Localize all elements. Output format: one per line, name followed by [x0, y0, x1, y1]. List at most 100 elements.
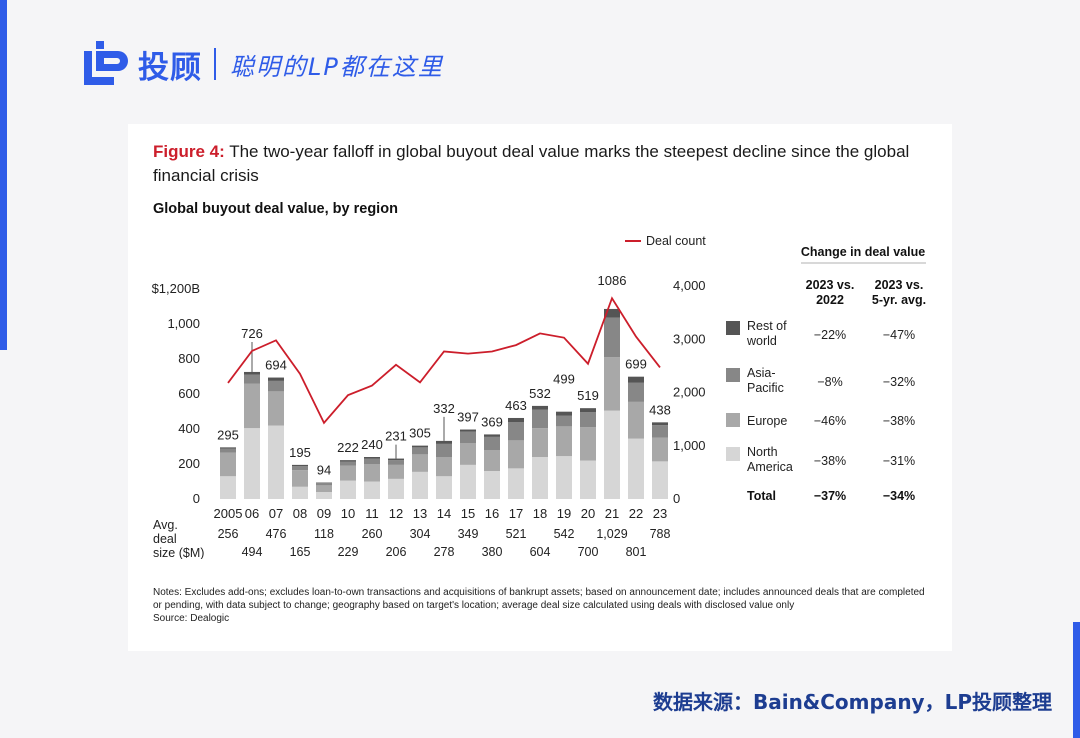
bar-segment-rest-of-world	[316, 482, 332, 484]
bar-total-label: 438	[649, 402, 671, 417]
legend-label: Rest of	[747, 319, 787, 333]
bar-total-label: 240	[361, 437, 383, 452]
bar-segment-europe	[652, 437, 668, 462]
change-table-col1-header: 2022	[816, 293, 844, 307]
bar-total-label: 499	[553, 372, 575, 387]
change-value-vs-5yr: −38%	[883, 414, 915, 428]
y-axis-tick-label: 1,000	[167, 316, 200, 331]
x-axis-tick-label: 11	[365, 506, 379, 521]
bar-segment-north-america	[412, 471, 428, 499]
legend-swatch-europe	[726, 413, 740, 427]
bar-segment-europe	[532, 428, 548, 457]
bar-segment-europe	[556, 426, 572, 457]
avg-deal-size-value: 476	[266, 527, 287, 541]
bar-segment-europe	[388, 464, 404, 479]
bar-segment-europe	[364, 464, 380, 482]
bar-segment-rest-of-world	[388, 458, 404, 461]
x-axis-tick-label: 2005	[214, 506, 243, 521]
bar-segment-rest-of-world	[244, 371, 260, 375]
y2-axis-tick-label: 1,000	[673, 438, 706, 453]
total-change-vs-2022: −37%	[814, 489, 846, 503]
legend-label: America	[747, 460, 793, 474]
x-axis-tick-label: 06	[245, 506, 259, 521]
bar-segment-north-america	[388, 478, 404, 499]
bar-segment-rest-of-world	[484, 434, 500, 437]
x-axis-tick-label: 07	[269, 506, 283, 521]
bar-segment-north-america	[652, 461, 668, 499]
brand-header: 投顾 聪明的LP都在这里	[84, 40, 444, 88]
avg-deal-size-value: 118	[314, 527, 334, 541]
chart-notes: Notes: Excludes add-ons; excludes loan-t…	[153, 586, 933, 625]
bar-segment-north-america	[460, 464, 476, 499]
deal-count-legend-label: Deal count	[646, 234, 706, 248]
bar-segment-rest-of-world	[460, 429, 476, 432]
x-axis-tick-label: 20	[581, 506, 595, 521]
figure-label: Figure 4:	[153, 142, 225, 161]
data-source-footer: 数据来源：Bain&Company，LP投顾整理	[652, 690, 1052, 714]
bar-segment-asia-pacific	[556, 415, 572, 427]
bar-segment-asia-pacific	[580, 412, 596, 428]
bar-segment-asia-pacific	[652, 425, 668, 438]
avg-deal-size-value: 604	[530, 545, 551, 559]
avg-deal-size-value: 256	[218, 527, 239, 541]
bar-segment-asia-pacific	[244, 374, 260, 384]
avg-deal-size-value: 521	[506, 527, 527, 541]
change-value-vs-5yr: −31%	[883, 454, 915, 468]
change-table-col2-header: 5-yr. avg.	[872, 293, 926, 307]
x-axis-tick-label: 08	[293, 506, 307, 521]
total-change-vs-5yr: −34%	[883, 489, 915, 503]
bar-segment-asia-pacific	[532, 409, 548, 429]
avg-deal-size-value: 206	[386, 545, 407, 559]
legend-swatch-rest-of-world	[726, 321, 740, 335]
bar-total-label: 369	[481, 414, 503, 429]
bar-segment-north-america	[604, 410, 620, 499]
x-axis-tick-label: 14	[437, 506, 451, 521]
x-axis-tick-label: 12	[389, 506, 403, 521]
brand-separator	[214, 48, 216, 80]
y-axis-tick-label: 800	[178, 351, 200, 366]
bar-segment-europe	[436, 457, 452, 477]
bar-segment-rest-of-world	[580, 408, 596, 413]
bar-segment-asia-pacific	[388, 460, 404, 465]
bar-segment-asia-pacific	[316, 483, 332, 486]
bar-segment-rest-of-world	[220, 447, 236, 449]
y-axis-tick-label: $1,200B	[152, 281, 200, 296]
x-axis-tick-label: 19	[557, 506, 571, 521]
x-axis-tick-label: 17	[509, 506, 523, 521]
bar-total-label: 305	[409, 426, 431, 441]
bar-segment-asia-pacific	[364, 458, 380, 464]
bar-total-label: 222	[337, 440, 359, 455]
avg-deal-size-value: 349	[458, 527, 479, 541]
y2-axis-tick-label: 3,000	[673, 331, 706, 346]
avg-deal-size-label: deal	[153, 532, 177, 546]
bar-total-label: 295	[217, 427, 239, 442]
legend-label: Asia-	[747, 366, 775, 380]
avg-deal-size-value: 494	[242, 545, 263, 559]
x-axis-tick-label: 23	[653, 506, 667, 521]
x-axis-tick-label: 21	[605, 506, 619, 521]
legend-label: Pacific	[747, 381, 784, 395]
chart-subtitle: Global buyout deal value, by region	[153, 201, 398, 217]
bar-total-label: 532	[529, 386, 551, 401]
x-axis-tick-label: 09	[317, 506, 331, 521]
bar-total-label: 332	[433, 401, 455, 416]
bar-segment-north-america	[244, 428, 260, 499]
legend-label: Europe	[747, 414, 787, 428]
bar-segment-north-america	[340, 480, 356, 499]
change-value-vs-5yr: −32%	[883, 375, 915, 389]
bar-segment-rest-of-world	[556, 411, 572, 416]
change-value-vs-2022: −46%	[814, 414, 846, 428]
x-axis-tick-label: 13	[413, 506, 427, 521]
avg-deal-size-label: size ($M)	[153, 546, 204, 559]
bar-segment-north-america	[580, 460, 596, 499]
bar-segment-rest-of-world	[340, 460, 356, 462]
bar-segment-europe	[628, 401, 644, 439]
avg-deal-size-value: 380	[482, 545, 503, 559]
bar-segment-north-america	[532, 457, 548, 499]
y-axis-tick-label: 400	[178, 421, 200, 436]
figure-title: Figure 4: The two-year falloff in global…	[153, 140, 943, 188]
deal-value-chart: 0 200 400 600 800 1,000 $1,200B 0 1,000 2,000 3,00…	[152, 234, 927, 559]
y-axis-tick-label: 0	[193, 491, 200, 506]
legend-label: world	[746, 334, 777, 348]
bar-segment-europe	[220, 452, 236, 477]
